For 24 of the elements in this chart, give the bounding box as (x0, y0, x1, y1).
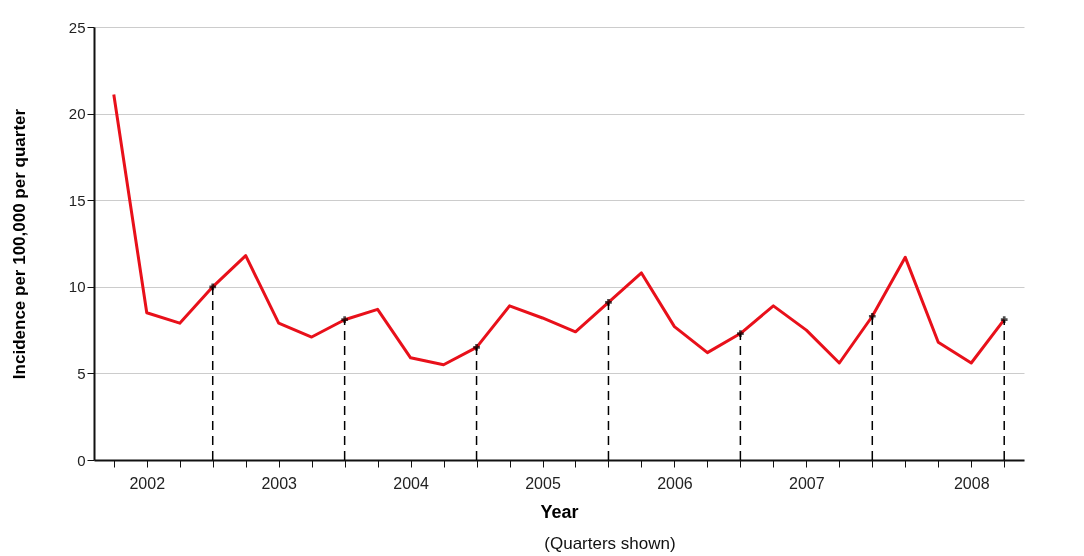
y-tick-label: 20 (68, 105, 86, 123)
text: (Quarters shown) (543, 534, 677, 554)
line-series (112, 93, 1006, 367)
y-tick-label: 5 (77, 364, 86, 382)
x-tick-label: 2008 (953, 474, 990, 492)
point (605, 299, 612, 306)
y-tick-label: 15 (68, 191, 86, 209)
y-tick-label: 25 (68, 18, 86, 36)
x-tick-label: 2006 (657, 474, 693, 492)
y-tick-label: 0 (77, 451, 86, 469)
point (209, 283, 217, 291)
point (1000, 316, 1008, 324)
point (473, 344, 480, 351)
y-tick-label: 10 (68, 278, 86, 296)
y-axis-title: Incidence per 100,000 per quarter (9, 108, 29, 380)
x-tick-label: 2004 (393, 474, 429, 492)
x-tick-label: 2007 (789, 474, 825, 492)
x-axis-title: Year (540, 501, 579, 522)
x-tick-label: 2002 (129, 474, 166, 492)
x-tick-label: 2005 (525, 474, 561, 492)
x-tick-label: 2003 (261, 474, 298, 492)
point (341, 316, 348, 324)
point (868, 312, 876, 320)
point (737, 330, 744, 337)
